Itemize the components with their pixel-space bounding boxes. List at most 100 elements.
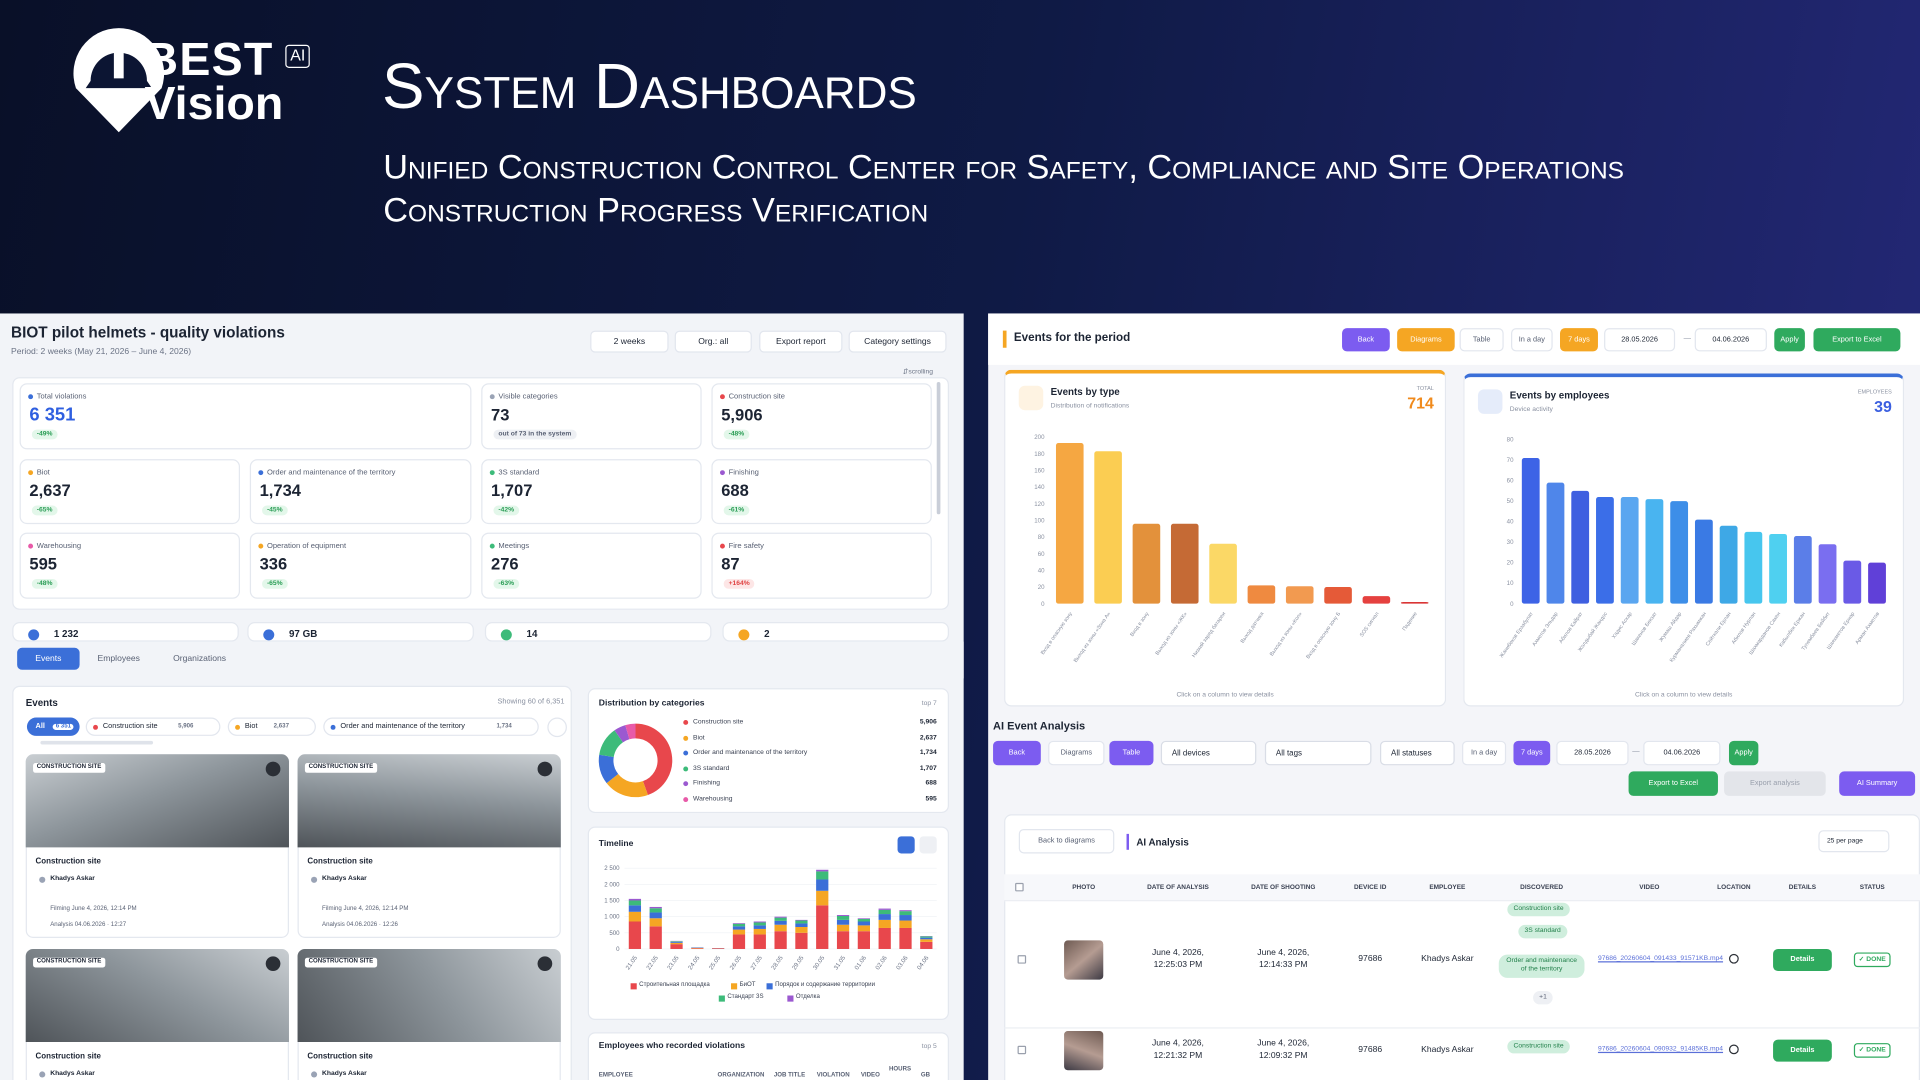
date-shooting: June 4, 2026, 12:14:33 PM [1257, 948, 1310, 970]
tab[interactable]: Events [17, 647, 80, 670]
button[interactable]: Export to Excel [1813, 328, 1901, 352]
stat-note: out of 73 in the system [493, 429, 577, 440]
dot [683, 781, 689, 787]
button[interactable]: AI Summary [1839, 771, 1916, 796]
button[interactable]: Back [1342, 328, 1390, 352]
view-toggle[interactable] [897, 836, 915, 854]
button[interactable]: Export analysis [1724, 771, 1826, 796]
details-button[interactable]: Details [1773, 948, 1832, 972]
column-header: PHOTO [1072, 884, 1096, 892]
stat-value: 5,906 [721, 405, 763, 424]
thumbnail[interactable] [1064, 940, 1104, 980]
button[interactable]: Table [1109, 740, 1154, 766]
location-icon[interactable] [1728, 953, 1739, 964]
column-header: EMPLOYEE [598, 1071, 633, 1079]
legend-value: 595 [925, 795, 937, 803]
dot [310, 876, 317, 883]
event-analysis: Analysis 04.06.2026 · 12:26 [322, 920, 398, 929]
scroll-button[interactable] [547, 717, 567, 738]
select[interactable]: All tags [1264, 740, 1372, 766]
dot [310, 1070, 317, 1077]
summary-value: 97 GB [288, 628, 318, 640]
logo-stripe [113, 48, 124, 79]
play-button[interactable] [537, 956, 553, 972]
details-button[interactable]: Details [1773, 1039, 1832, 1062]
title-accent [1002, 330, 1007, 348]
legend-label: Строительная площадка [639, 980, 710, 989]
chart-subtitle: Device activity [1509, 406, 1553, 414]
play-button[interactable] [265, 956, 281, 972]
stat-value: 336 [259, 554, 288, 574]
legend-label: Порядок и содержание территории [775, 980, 875, 989]
button[interactable]: Export report [759, 330, 843, 353]
filter-chip[interactable] [323, 717, 539, 736]
play-button[interactable] [265, 761, 281, 777]
dot [28, 394, 34, 400]
thumbnail[interactable] [1064, 1031, 1104, 1071]
table-card [587, 1032, 949, 1080]
summary-value: 1 232 [53, 628, 79, 640]
button[interactable]: Back [993, 740, 1041, 766]
button[interactable]: In a day [1462, 740, 1507, 766]
period: Period: 2 weeks (May 21, 2026 – June 4, … [11, 347, 192, 357]
status-badge: ✓ DONE [1853, 1043, 1891, 1059]
location-icon[interactable] [1728, 1044, 1739, 1055]
date-input[interactable]: 04.06.2026 [1643, 740, 1721, 766]
button[interactable]: Export to Excel [1628, 771, 1718, 796]
stat-value: 87 [721, 554, 740, 574]
button[interactable]: Diagrams [1397, 328, 1455, 352]
button[interactable]: Table [1459, 328, 1504, 352]
filter-count: 2,637 [273, 721, 289, 730]
button[interactable]: Apply [1728, 740, 1759, 766]
checkbox[interactable] [1017, 955, 1027, 964]
stat-label: Operation of equipment [266, 541, 347, 551]
button[interactable]: In a day [1511, 328, 1553, 352]
discovered-tag: Construction site [1507, 1039, 1570, 1054]
date-input[interactable]: 04.06.2026 [1694, 328, 1767, 352]
table-card [1004, 814, 1920, 1080]
button[interactable]: Back to diagrams [1018, 828, 1115, 854]
filter-chip[interactable] [85, 717, 221, 736]
view-toggle[interactable] [919, 836, 937, 854]
legend-value: 5,906 [919, 718, 937, 726]
summary-card [484, 622, 712, 642]
stat-label: Order and maintenance of the territory [266, 468, 396, 477]
stat-value: 73 [491, 405, 510, 424]
select[interactable]: All statuses [1380, 740, 1455, 766]
button[interactable]: Org.: all [674, 330, 752, 353]
button[interactable]: Apply [1774, 328, 1805, 352]
legend-label: БиОТ [739, 980, 756, 989]
legend-swatch [766, 982, 773, 989]
stat-delta: -63% [493, 578, 519, 590]
date-analysis: June 4, 2026, 12:21:32 PM [1151, 1039, 1204, 1061]
column-header: VIDEO [1639, 884, 1660, 892]
select[interactable]: 25 per page [1818, 830, 1890, 853]
button[interactable]: 7 days [1513, 740, 1551, 766]
button[interactable]: 2 weeks [590, 330, 669, 353]
select[interactable]: All devices [1160, 740, 1257, 766]
column-header: DISCOVERED [1520, 884, 1564, 892]
checkbox[interactable] [1015, 882, 1024, 892]
legend-label: 3S standard [693, 764, 730, 772]
tab[interactable]: Employees [97, 654, 140, 664]
play-button[interactable] [537, 761, 553, 777]
summary-card [12, 622, 239, 642]
title-accent [1126, 833, 1129, 850]
legend-value: 1,707 [919, 764, 937, 772]
column-header: DETAILS [1788, 884, 1817, 892]
brand-badge: AI [285, 44, 311, 68]
tab[interactable]: Organizations [173, 654, 227, 664]
button[interactable]: Diagrams [1048, 740, 1105, 766]
stat-label: Construction site [728, 392, 786, 401]
summary-value: 14 [526, 628, 538, 640]
date-analysis: June 4, 2026, 12:25:03 PM [1151, 948, 1204, 970]
filter-chip[interactable] [227, 717, 316, 736]
date-input[interactable]: 28.05.2026 [1604, 328, 1676, 352]
button[interactable]: Category settings [848, 330, 947, 353]
checkbox[interactable] [1017, 1045, 1027, 1055]
chart-card [1004, 369, 1447, 707]
date-input[interactable]: 28.05.2026 [1556, 740, 1629, 766]
button[interactable]: 7 days [1560, 328, 1598, 352]
column-header: EMPLOYEE [1429, 884, 1466, 892]
events-count: Showing 60 of 6,351 [497, 698, 565, 706]
